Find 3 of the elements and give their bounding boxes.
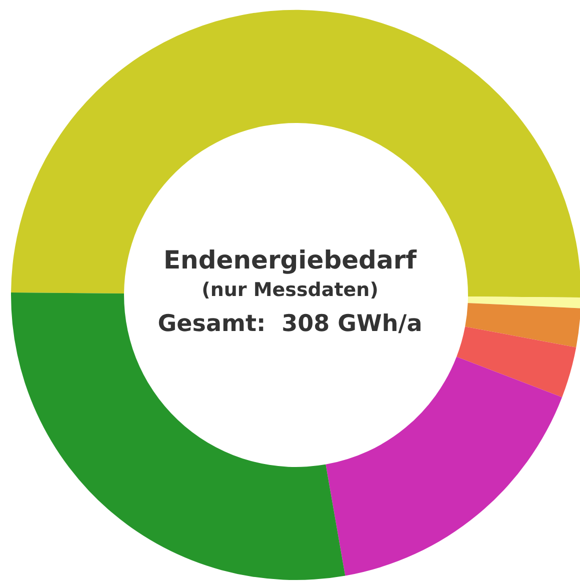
text: Gesamt: 308 GWh/a [158, 311, 422, 337]
text: (nur Messdaten) [202, 279, 378, 301]
text: Endenergiebedarf [163, 246, 418, 274]
